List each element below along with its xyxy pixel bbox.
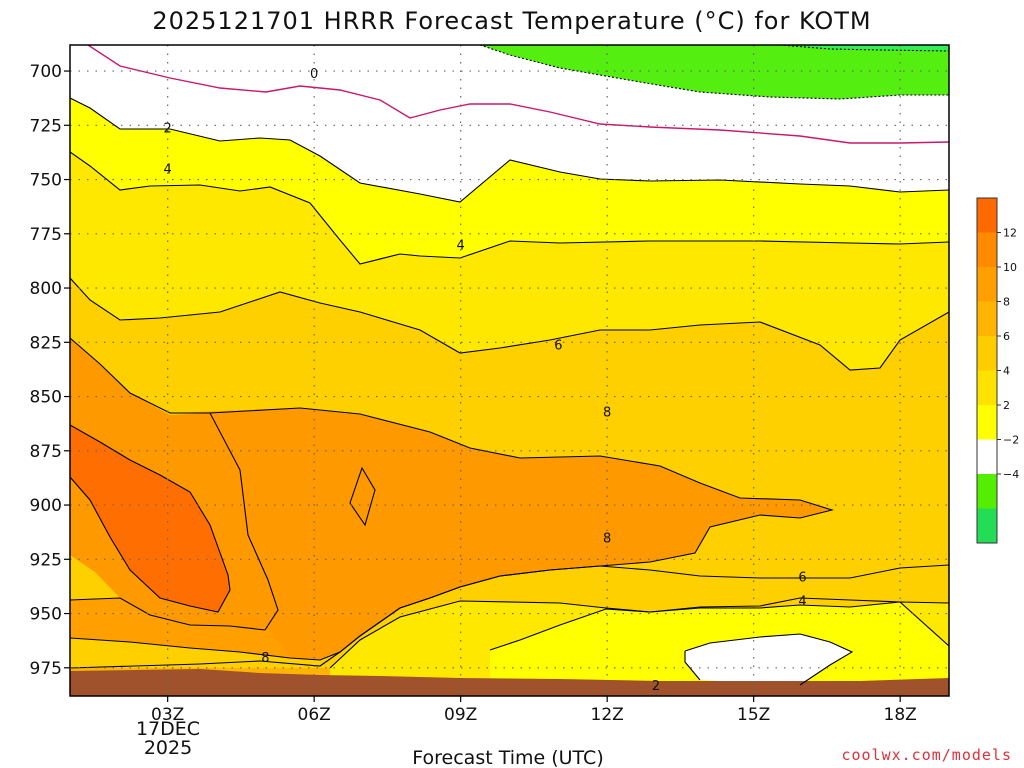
contour-6-lower bbox=[70, 564, 949, 669]
contour-label: 6 bbox=[554, 338, 562, 353]
contour-4 bbox=[70, 151, 949, 265]
y-tick-label: 850 bbox=[30, 388, 62, 408]
band-neg2-0 bbox=[480, 45, 949, 99]
contour-10-lower bbox=[70, 597, 266, 631]
y-tick-label: 800 bbox=[30, 279, 62, 299]
colorbar-swatch bbox=[977, 370, 997, 405]
colorbar-label: 8 bbox=[1003, 296, 1010, 309]
y-tick-label: 750 bbox=[30, 171, 62, 191]
colorbar-swatch bbox=[977, 439, 997, 474]
y-tick-label: 700 bbox=[30, 62, 62, 82]
contour-2-lower bbox=[489, 597, 949, 651]
contour-0 bbox=[87, 45, 949, 144]
band-8-10-lower bbox=[70, 598, 290, 658]
y-axis: 700 725 750 775 800 825 850 875 900 925 950 975 bbox=[30, 62, 70, 679]
contour-label: 2 bbox=[164, 121, 172, 136]
plot-area: 0 2 4 4 6 8 8 6 4 8 2 bbox=[70, 45, 949, 696]
colorbar-swatch bbox=[977, 198, 997, 233]
contour-neg2 bbox=[479, 45, 949, 100]
x-tick-label: 18Z bbox=[884, 705, 917, 725]
contour-10-lens bbox=[349, 466, 376, 527]
band-10-mid bbox=[170, 408, 832, 660]
y-tick-label: 725 bbox=[30, 116, 62, 136]
contour-label: 2 bbox=[652, 679, 660, 694]
colorbar-label: 6 bbox=[1003, 330, 1010, 343]
y-tick-label: 875 bbox=[30, 442, 62, 462]
y-tick-label: 975 bbox=[30, 659, 62, 679]
x-tick-label: 09Z bbox=[444, 705, 477, 725]
colorbar-swatch bbox=[977, 405, 997, 440]
colorbar-swatch bbox=[977, 508, 997, 543]
band-6-8-lower bbox=[70, 565, 949, 668]
colorbar-label: 2 bbox=[1003, 399, 1010, 412]
colorbar-swatch bbox=[977, 301, 997, 336]
y-tick-label: 900 bbox=[30, 496, 62, 516]
colorbar-swatch bbox=[977, 474, 997, 509]
x-tick-label: 12Z bbox=[591, 705, 624, 725]
contour-label: 4 bbox=[164, 163, 172, 178]
contour-lines bbox=[70, 45, 949, 686]
colorbar-label: 4 bbox=[1003, 365, 1010, 378]
y-tick-label: 825 bbox=[30, 333, 62, 353]
colorbar-swatch bbox=[977, 232, 997, 267]
contour-label: 4 bbox=[457, 239, 465, 254]
credit-link[interactable]: coolwx.com/models bbox=[841, 746, 1012, 764]
contour-label: 8 bbox=[603, 532, 611, 547]
contour-label: 8 bbox=[261, 651, 269, 666]
colorbar-swatch bbox=[977, 336, 997, 371]
contour-neg4 bbox=[779, 45, 949, 52]
contour-6 bbox=[70, 277, 949, 371]
contour-label: 8 bbox=[603, 406, 611, 421]
x-axis: 03Z 06Z 09Z 12Z 15Z 18Z bbox=[151, 696, 917, 725]
x-date-label-day: 17DEC bbox=[136, 718, 200, 740]
contour-2 bbox=[70, 97, 949, 203]
y-tick-label: 950 bbox=[30, 605, 62, 625]
contour-label: 4 bbox=[798, 595, 806, 610]
colorbar-swatch bbox=[977, 267, 997, 302]
contour-8 bbox=[70, 337, 279, 631]
y-tick-label: 775 bbox=[30, 225, 62, 245]
contour-8-mid bbox=[70, 407, 835, 661]
colorbar-label: −2 bbox=[1003, 434, 1019, 447]
ground bbox=[70, 669, 949, 696]
x-tick-label: 15Z bbox=[737, 705, 770, 725]
chart-title: 2025121701 HRRR Forecast Temperature (°C… bbox=[152, 7, 871, 35]
colorbar: 12 10 8 6 4 2 −2 −4 bbox=[976, 197, 1019, 544]
band-neg4-neg2 bbox=[780, 45, 949, 51]
plot-frame bbox=[69, 44, 950, 697]
colorbar-label: −4 bbox=[1003, 468, 1019, 481]
contour-label: 6 bbox=[798, 571, 806, 586]
colorbar-label: 10 bbox=[1003, 261, 1017, 274]
x-axis-title: Forecast Time (UTC) bbox=[412, 747, 603, 768]
contour-0-lower bbox=[684, 633, 854, 686]
contour-label: 0 bbox=[310, 67, 318, 82]
contour-labels: 0 2 4 4 6 8 8 6 4 8 2 bbox=[164, 67, 807, 694]
x-tick-label: 06Z bbox=[298, 705, 331, 725]
x-tick-label: 03Z bbox=[151, 705, 184, 725]
y-tick-label: 925 bbox=[30, 550, 62, 570]
contour-10 bbox=[70, 424, 231, 613]
band-0-2-lower bbox=[685, 634, 852, 685]
band-12-core-top bbox=[70, 425, 230, 612]
colorbar-label: 12 bbox=[1003, 227, 1017, 240]
x-date-label-year: 2025 bbox=[144, 737, 192, 759]
